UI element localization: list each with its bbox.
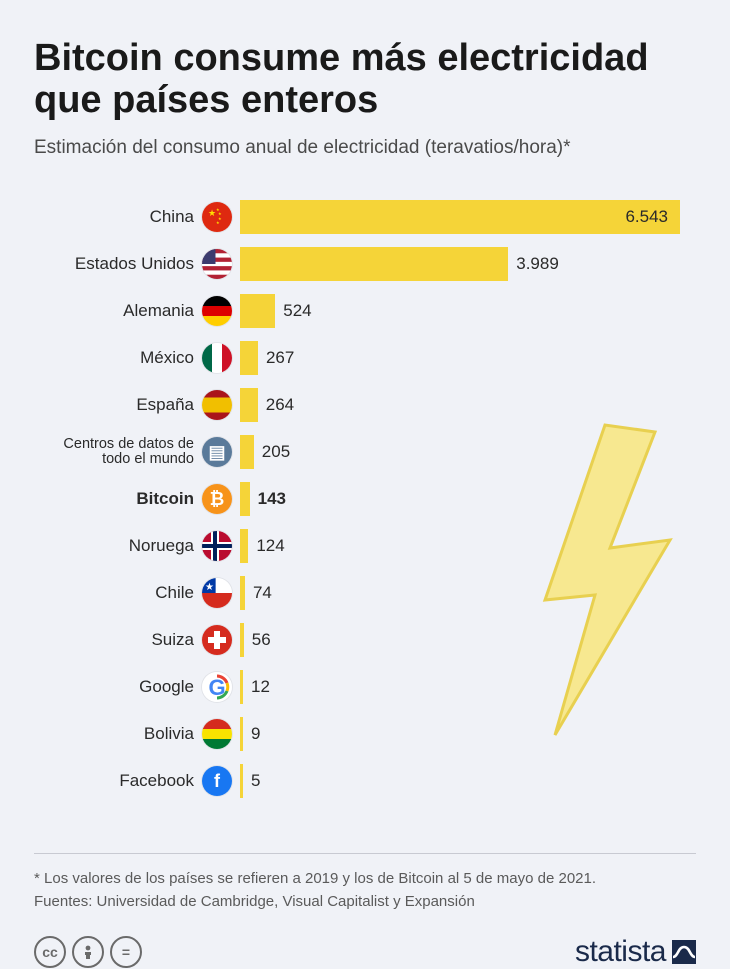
bar [240, 388, 258, 422]
bar [240, 670, 243, 704]
bar [240, 435, 254, 469]
china-icon: ★★★★★ [202, 202, 232, 232]
chart-row: Suiza 56 [34, 619, 696, 660]
nd-icon: = [110, 936, 142, 968]
bar-wrap: 524 [240, 294, 696, 328]
bar-value: 5 [243, 771, 260, 791]
svg-text:f: f [214, 771, 221, 791]
bar-label: Facebook [34, 772, 202, 790]
bar-label: Noruega [34, 537, 202, 555]
bar-value: 56 [244, 630, 271, 650]
svg-text:★: ★ [208, 208, 216, 218]
footnote-sources: Fuentes: Universidad de Cambridge, Visua… [34, 891, 696, 914]
bar-value: 74 [245, 583, 272, 603]
bar-wrap: 74 [240, 576, 696, 610]
germany-icon [202, 296, 232, 326]
cc-icon: cc [34, 936, 66, 968]
bar-value: 267 [258, 348, 294, 368]
bar-label: Suiza [34, 631, 202, 649]
bar-value: 143 [250, 489, 286, 509]
chart-row: Google G 12 [34, 666, 696, 707]
bar [240, 623, 244, 657]
bar [240, 576, 245, 610]
bar-wrap: 267 [240, 341, 696, 375]
norway-icon [202, 531, 232, 561]
spain-icon [202, 390, 232, 420]
bar [240, 482, 250, 516]
bar-label: Google [34, 678, 202, 696]
bar-label: Alemania [34, 302, 202, 320]
chart-row: Estados Unidos 3.989 [34, 243, 696, 284]
bar-value: 264 [258, 395, 294, 415]
statista-logo: statista [575, 935, 696, 969]
bar-wrap: 124 [240, 529, 696, 563]
bar-value: 524 [275, 301, 311, 321]
bar-wrap: 5 [240, 764, 696, 798]
bar-wrap: 143 [240, 482, 696, 516]
chart-subtitle: Estimación del consumo anual de electric… [34, 136, 696, 161]
chart-row: Bolivia 9 [34, 713, 696, 754]
bar-label: Centros de datos de todo el mundo [34, 437, 202, 467]
svg-text:★: ★ [205, 582, 214, 593]
bar-wrap: 56 [240, 623, 696, 657]
bar [240, 717, 243, 751]
chart-row: China ★★★★★ 6.543 [34, 196, 696, 237]
bitcoin-icon: ₿ [202, 484, 232, 514]
chart-row: Chile ★ 74 [34, 572, 696, 613]
datacenter-icon: ▤ [202, 437, 232, 467]
chart-row: Alemania 524 [34, 290, 696, 331]
svg-text:★: ★ [216, 220, 220, 225]
chart-row: Facebook f 5 [34, 760, 696, 801]
bar [240, 247, 508, 281]
google-icon: G [202, 672, 232, 702]
svg-text:₿: ₿ [210, 489, 225, 509]
bar-wrap: 6.543 [240, 200, 696, 234]
bolivia-icon [202, 719, 232, 749]
mexico-icon [202, 343, 232, 373]
bar [240, 529, 248, 563]
bar-label: China [34, 208, 202, 226]
bar: 6.543 [240, 200, 680, 234]
chile-icon: ★ [202, 578, 232, 608]
bar-value: 9 [243, 724, 260, 744]
bar-value: 12 [243, 677, 270, 697]
bar-label: Estados Unidos [34, 255, 202, 273]
bar-value: 3.989 [508, 254, 559, 274]
chart-row: Centros de datos de todo el mundo ▤ 205 [34, 431, 696, 472]
statista-wave-icon [672, 940, 696, 964]
brand-text: statista [575, 935, 666, 969]
swiss-icon [202, 625, 232, 655]
bar-wrap: 264 [240, 388, 696, 422]
bar-label: México [34, 349, 202, 367]
chart-title: Bitcoin consume más electricidad que paí… [34, 38, 696, 122]
bar-chart: China ★★★★★ 6.543 Estados Unidos 3.989 A… [34, 196, 696, 801]
footnote-text: * Los valores de los países se refieren … [34, 868, 696, 891]
bar-label: España [34, 396, 202, 414]
chart-row: Bitcoin ₿ 143 [34, 478, 696, 519]
chart-row: México 267 [34, 337, 696, 378]
bar-wrap: 3.989 [240, 247, 696, 281]
facebook-icon: f [202, 766, 232, 796]
usa-icon [202, 249, 232, 279]
footnote: * Los valores de los países se refieren … [34, 853, 696, 913]
bar-value: 205 [254, 442, 290, 462]
bar-value: 124 [248, 536, 284, 556]
svg-text:▤: ▤ [208, 442, 225, 462]
bar [240, 341, 258, 375]
license-badges: cc = [34, 936, 142, 968]
by-icon [72, 936, 104, 968]
bar-wrap: 205 [240, 435, 696, 469]
bar-wrap: 12 [240, 670, 696, 704]
chart-row: Noruega 124 [34, 525, 696, 566]
bar-label: Chile [34, 584, 202, 602]
bar-label: Bolivia [34, 725, 202, 743]
bar-value: 6.543 [625, 207, 668, 227]
chart-row: España 264 [34, 384, 696, 425]
bar-label: Bitcoin [34, 490, 202, 508]
bar [240, 294, 275, 328]
bar [240, 764, 243, 798]
bar-wrap: 9 [240, 717, 696, 751]
